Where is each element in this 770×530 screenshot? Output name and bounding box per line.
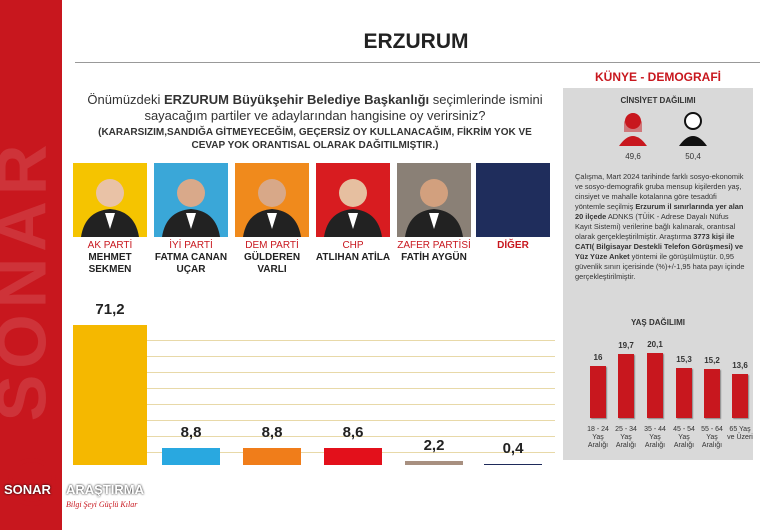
age-label: 45 - 54 Yaş Aralığı bbox=[673, 426, 695, 449]
grid-line bbox=[75, 340, 555, 341]
age-value: 16 bbox=[593, 353, 603, 362]
logo-ring bbox=[8, 458, 56, 506]
question-note: (KARARSIZIM,SANDIĞA GİTMEYECEĞİM, GEÇERS… bbox=[98, 127, 532, 151]
bar bbox=[484, 463, 542, 465]
portrait bbox=[162, 179, 220, 237]
age-value: 19,7 bbox=[618, 340, 634, 350]
value-label: 71,2 bbox=[95, 300, 125, 318]
party-label: DİĞER bbox=[497, 240, 529, 251]
description: Çalışma, Mart 2024 tarihinde farklı sosy… bbox=[575, 172, 745, 282]
value-label: 8,8 bbox=[180, 423, 202, 441]
grid-line bbox=[75, 356, 555, 357]
grid-line bbox=[75, 388, 555, 389]
age-label: 35 - 44 Yaş Aralığı bbox=[644, 426, 666, 449]
age-label: 65 Yaş ve Üzeri bbox=[727, 426, 753, 441]
age-title: YAŞ DAĞILIMI bbox=[631, 318, 685, 327]
age-label: 25 - 34 Yaş Aralığı bbox=[615, 426, 637, 449]
candidate-photo bbox=[476, 163, 550, 237]
candidate-name: FATİH AYGÜN bbox=[401, 252, 467, 263]
male-share: 50,4 bbox=[685, 152, 701, 161]
description-part: ADNKS (TÜİK - Adrese Dayalı Nüfus Kayıt … bbox=[575, 212, 736, 241]
gender-icons bbox=[619, 112, 707, 146]
candidate-photo bbox=[235, 163, 309, 237]
logo-tagline: Bilgi Şeyi Güçlü Kılar bbox=[66, 500, 138, 509]
age-value: 15,2 bbox=[704, 355, 720, 365]
age-bar bbox=[618, 353, 634, 418]
party-label: DEM PARTİ bbox=[245, 240, 299, 251]
grid-line bbox=[75, 420, 555, 421]
logo: SONAR ARAŞTIRMA Bilgi Şeyi Güçlü Kılar bbox=[2, 458, 162, 518]
party-label: CHP bbox=[342, 240, 364, 251]
age-bar bbox=[647, 352, 663, 418]
question-part: ERZURUM Büyükşehir Belediye Başkanlığı bbox=[164, 92, 430, 107]
value-label: 8,6 bbox=[342, 424, 364, 442]
grid-line bbox=[75, 404, 555, 405]
age-value: 15,3 bbox=[676, 355, 692, 365]
candidate-name: FATMA CANAN UÇAR bbox=[154, 252, 228, 275]
bar bbox=[162, 447, 220, 465]
description-part: 3773 kişi ile CATI( Bilgisayar Destekli … bbox=[575, 232, 744, 261]
description-part: Erzurum il sınırlarında yer alan 20 ilçe… bbox=[575, 202, 744, 221]
portrait bbox=[243, 179, 301, 237]
candidate-name: MEHMET SEKMEN bbox=[88, 252, 132, 275]
portrait bbox=[81, 179, 139, 237]
party-label: İYİ PARTİ bbox=[169, 240, 213, 251]
bar bbox=[73, 324, 147, 465]
candidate-name: GÜLDEREN VARLI bbox=[243, 252, 301, 275]
candidate-photo bbox=[73, 163, 147, 237]
description-part: Çalışma, Mart 2024 tarihinde farklı sosy… bbox=[575, 172, 744, 211]
grid-line bbox=[75, 372, 555, 373]
watermark: SONAR bbox=[0, 138, 61, 422]
question-part: seçimlerinde ismini sayacağım partiler v… bbox=[144, 92, 543, 123]
candidate-photo bbox=[316, 163, 390, 237]
age-label: 18 - 24 Yaş Aralığı bbox=[587, 426, 609, 449]
bar bbox=[405, 460, 463, 465]
grid-line bbox=[75, 436, 555, 437]
description-part: yöntemi ile görüşülmüştür. 0,95 güvenlik… bbox=[575, 252, 745, 281]
title-rule bbox=[75, 62, 760, 63]
age-bar bbox=[732, 373, 748, 418]
candidate-name: ATLIHAN ATİLA bbox=[315, 252, 391, 263]
value-label: 8,8 bbox=[261, 423, 283, 441]
side-band: SONAR bbox=[0, 0, 62, 530]
logo-subtitle: ARAŞTIRMA bbox=[66, 482, 144, 497]
portrait bbox=[405, 179, 463, 237]
candidate-photo bbox=[154, 163, 228, 237]
bar bbox=[324, 448, 382, 465]
portrait bbox=[324, 179, 382, 237]
title: ERZURUM bbox=[363, 30, 469, 53]
age-value: 13,6 bbox=[732, 360, 748, 370]
value-label: 0,4 bbox=[502, 440, 524, 458]
party-label: ZAFER PARTİSİ bbox=[397, 240, 471, 251]
grid-line bbox=[75, 452, 555, 453]
age-label: 55 - 64 Yaş Aralığı bbox=[701, 426, 723, 449]
question-part: Önümüzdeki bbox=[87, 92, 165, 107]
candidate-photo bbox=[397, 163, 471, 237]
age-bar bbox=[704, 368, 720, 418]
female-share: 49,6 bbox=[625, 152, 641, 161]
party-label: AK PARTİ bbox=[87, 240, 133, 251]
age-bar bbox=[676, 368, 692, 418]
value-label: 2,2 bbox=[423, 436, 445, 454]
age-bar bbox=[590, 366, 606, 418]
bar bbox=[243, 447, 301, 465]
sidebar-title: KÜNYE - DEMOGRAFİ bbox=[595, 70, 721, 84]
logo-name: SONAR bbox=[4, 482, 51, 497]
question: Önümüzdeki ERZURUM Büyükşehir Belediye B… bbox=[80, 92, 550, 124]
age-value: 20,1 bbox=[647, 339, 663, 349]
gender-title: CİNSİYET DAĞILIMI bbox=[620, 96, 696, 105]
